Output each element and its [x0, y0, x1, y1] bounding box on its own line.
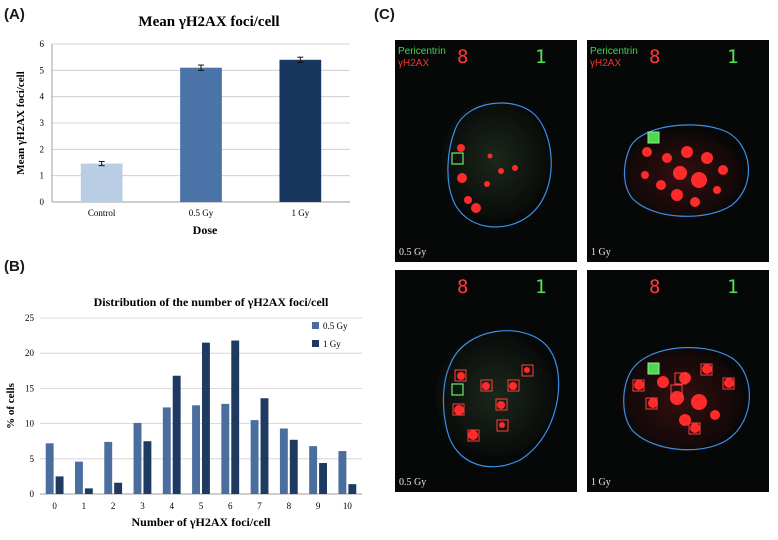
bar-0.5-gy — [45, 443, 54, 494]
bar-1-gy — [289, 439, 298, 494]
x-axis-title: Dose — [193, 223, 218, 237]
legend-pericentrin: Pericentrin — [590, 46, 638, 57]
bar-0.5-gy — [162, 407, 171, 494]
chart-title: Distribution of the number of γH2AX foci… — [94, 295, 329, 309]
legend-label: 0.5 Gy — [323, 321, 348, 331]
bar — [180, 67, 222, 202]
x-tick-label: Control — [88, 208, 116, 218]
panel-label-a: (A) — [4, 6, 25, 23]
bar-1-gy — [319, 463, 327, 494]
bar-0.5-gy — [221, 403, 230, 494]
bar-0.5-gy — [104, 441, 113, 494]
red-foci-count: 8 — [457, 276, 469, 298]
legend-swatch — [312, 340, 319, 347]
x-tick-label: 7 — [257, 501, 262, 511]
nucleus-image — [441, 100, 552, 228]
micrograph-top-left: Pericentrin γH2AX 8 1 0.5 Gy — [395, 40, 577, 262]
y-tick-label: 20 — [25, 348, 35, 358]
bar-0.5-gy — [309, 446, 318, 494]
bar-0.5-gy — [75, 461, 83, 494]
x-tick-label: 6 — [228, 501, 233, 511]
y-tick-label: 3 — [40, 118, 45, 128]
micrograph-top-right: Pericentrin γH2AX 8 1 1 Gy — [587, 40, 769, 262]
legend-pericentrin: Pericentrin — [398, 46, 446, 57]
bar-0.5-gy — [250, 420, 259, 494]
bar — [80, 163, 123, 202]
x-tick-label: 2 — [111, 501, 116, 511]
x-tick-label: 8 — [287, 501, 292, 511]
red-foci-count: 8 — [457, 46, 469, 68]
y-tick-label: 15 — [25, 383, 35, 393]
y-tick-label: 5 — [30, 454, 35, 464]
legend-gh2ax: γH2AX — [398, 58, 430, 69]
y-axis-title: % of cells — [5, 382, 17, 429]
dose-label: 1 Gy — [591, 247, 611, 258]
bar-1-gy — [55, 476, 64, 494]
nucleus-image — [620, 347, 750, 452]
micrograph-bottom-right: 8 1 1 Gy — [587, 270, 769, 492]
bar-0.5-gy — [338, 451, 347, 494]
foci-distribution-bar-chart: Distribution of the number of γH2AX foci… — [5, 295, 362, 529]
green-foci-count: 1 — [727, 46, 739, 68]
panel-label-c: (C) — [374, 6, 395, 23]
green-foci-count: 1 — [535, 276, 547, 298]
dose-label: 1 Gy — [591, 477, 611, 488]
x-tick-label: 1 — [82, 501, 87, 511]
x-tick-label: 0.5 Gy — [189, 208, 214, 218]
micrograph-bottom-left: 8 1 0.5 Gy — [395, 270, 577, 492]
x-tick-label: 9 — [316, 501, 321, 511]
y-tick-label: 0 — [30, 489, 35, 499]
y-axis-title: Mean γH2AX foci/cell — [15, 71, 27, 175]
y-tick-label: 0 — [40, 197, 45, 207]
x-tick-label: 10 — [343, 501, 353, 511]
red-foci-count: 8 — [649, 276, 661, 298]
legend-gh2ax: γH2AX — [590, 58, 622, 69]
x-tick-label: 4 — [169, 501, 174, 511]
y-tick-label: 25 — [25, 313, 35, 323]
bar-1-gy — [231, 340, 240, 494]
bar-1-gy — [172, 375, 181, 494]
y-tick-label: 2 — [40, 144, 45, 154]
y-tick-label: 10 — [25, 419, 35, 429]
dose-label: 0.5 Gy — [399, 247, 427, 258]
legend-label: 1 Gy — [323, 339, 341, 349]
bar-1-gy — [260, 398, 269, 494]
bar-1-gy — [143, 441, 152, 494]
green-foci-count: 1 — [535, 46, 547, 68]
nucleus-image — [435, 330, 560, 468]
bar-0.5-gy — [279, 428, 288, 494]
bar — [279, 59, 322, 202]
x-tick-label: 0 — [52, 501, 57, 511]
bar-1-gy — [348, 484, 357, 494]
bar-1-gy — [202, 342, 210, 494]
nucleus-image — [622, 124, 750, 220]
x-tick-label: 1 Gy — [291, 208, 309, 218]
legend-swatch — [312, 322, 319, 329]
x-tick-label: 3 — [140, 501, 145, 511]
x-tick-label: 5 — [199, 501, 204, 511]
green-foci-count: 1 — [727, 276, 739, 298]
y-tick-label: 6 — [40, 39, 45, 49]
red-foci-count: 8 — [649, 46, 661, 68]
mean-foci-bar-chart: Mean γH2AX foci/cell 0 1 2 3 4 5 6 Control 0.5 Gy… — [15, 14, 350, 237]
x-axis-title: Number of γH2AX foci/cell — [131, 515, 271, 529]
y-tick-label: 4 — [40, 92, 45, 102]
bar-0.5-gy — [133, 422, 142, 494]
bar-1-gy — [84, 488, 93, 494]
bar-0.5-gy — [192, 405, 200, 494]
panel-label-b: (B) — [4, 258, 25, 275]
y-tick-label: 1 — [40, 171, 45, 181]
bar-1-gy — [114, 482, 123, 494]
y-tick-label: 5 — [40, 65, 45, 75]
dose-label: 0.5 Gy — [399, 477, 427, 488]
chart-title: Mean γH2AX foci/cell — [138, 14, 279, 30]
